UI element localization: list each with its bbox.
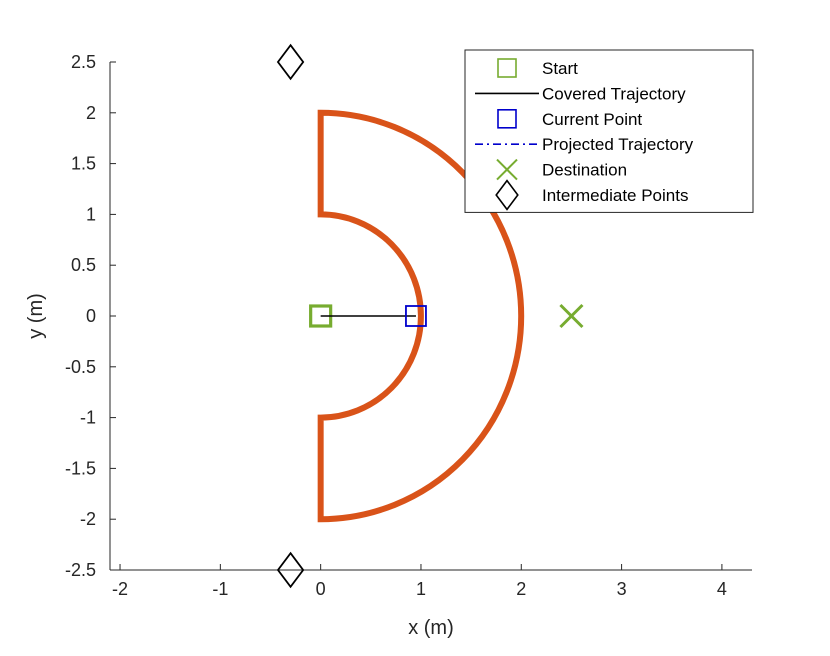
x-tick-label: 3 [617, 579, 627, 599]
y-tick-label: -0.5 [65, 357, 96, 377]
y-tick-label: -2 [80, 509, 96, 529]
current-point-marker [405, 305, 427, 327]
y-tick-label: 2.5 [71, 52, 96, 72]
legend-current-point-label: Current Point [542, 110, 642, 129]
y-tick-label: 0.5 [71, 255, 96, 275]
legend-current-point-swatch [497, 109, 517, 129]
legend-intermediate-points-label: Intermediate Points [542, 186, 688, 205]
y-tick-label: 1 [86, 204, 96, 224]
legend-start-swatch [497, 58, 517, 78]
y-tick-label: 2 [86, 103, 96, 123]
intermediate-points-marker [276, 551, 305, 589]
x-tick-label: -1 [212, 579, 228, 599]
x-tick-label: 2 [516, 579, 526, 599]
x-tick-label: 0 [316, 579, 326, 599]
legend-intermediate-points-swatch [495, 179, 519, 211]
y-tick-label: -1 [80, 408, 96, 428]
legend-projected-trajectory-label: Projected Trajectory [542, 135, 694, 154]
x-axis-label: x (m) [408, 617, 454, 639]
y-tick-label: 0 [86, 306, 96, 326]
legend-destination-label: Destination [542, 161, 627, 180]
y-tick-label: -1.5 [65, 458, 96, 478]
legend-start-label: Start [542, 59, 578, 78]
legend-covered-trajectory-label: Covered Trajectory [542, 84, 686, 103]
intermediate-points-marker [276, 43, 305, 81]
destination-marker-stroke-b [559, 303, 584, 329]
y-axis-label: y (m) [25, 293, 47, 339]
x-tick-label: 1 [416, 579, 426, 599]
legend-destination-swatch-stroke-b [496, 158, 518, 181]
destination-marker [559, 303, 584, 329]
legend: Start Covered Trajectory Current Point Proj… [464, 49, 754, 213]
x-tick-label: 4 [717, 579, 727, 599]
x-tick-label: -2 [112, 579, 128, 599]
y-tick-label: 1.5 [71, 154, 96, 174]
legend-destination-swatch [496, 158, 518, 181]
y-tick-label: -2.5 [65, 560, 96, 580]
axes: -2 -1 0 1 2 3 4 -2.5 -2 -1.5 -1 -0.5 0 0.5 1 1.5 2 2.5 [65, 52, 752, 599]
